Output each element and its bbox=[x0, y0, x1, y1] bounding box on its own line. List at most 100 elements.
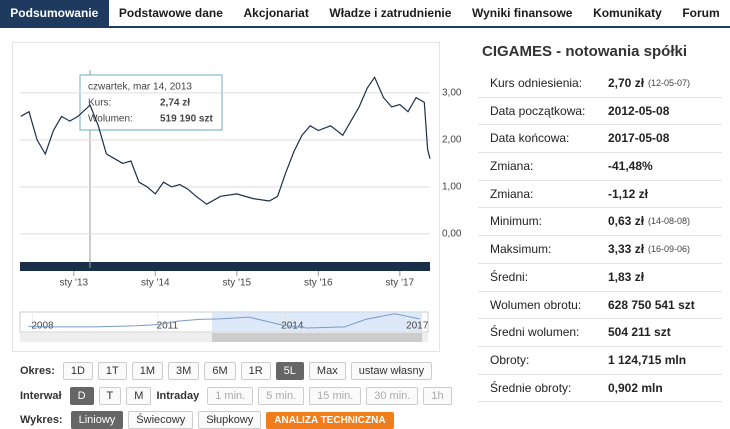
stat-value: 2,70 zł bbox=[608, 76, 645, 90]
interval-button[interactable]: D bbox=[69, 387, 94, 405]
chart-panel bbox=[12, 42, 440, 352]
intraday-button[interactable]: 1h bbox=[423, 387, 452, 405]
stat-note: (16-09-06) bbox=[648, 244, 691, 255]
stat-value: 0,902 mln bbox=[608, 380, 663, 395]
nav-tab[interactable]: Komunikaty bbox=[593, 6, 662, 20]
x-tick-label: sty '15 bbox=[223, 278, 252, 289]
nav-tab[interactable]: Akcjonariat bbox=[243, 6, 309, 20]
tooltip-value: 2,74 zł bbox=[160, 98, 190, 109]
control-label: Okres: bbox=[20, 365, 55, 377]
control-label: Intraday bbox=[156, 390, 200, 402]
y-tick-label: 2,00 bbox=[442, 134, 462, 145]
tooltip-value: 519 190 szt bbox=[160, 114, 213, 125]
scrollbar-thumb[interactable] bbox=[212, 333, 422, 342]
nav-tab[interactable]: Władze i zatrudnienie bbox=[329, 6, 452, 20]
interval-button[interactable]: T bbox=[98, 387, 122, 405]
stat-value: 3,33 zł bbox=[608, 242, 645, 257]
nav-tab[interactable]: Wyniki finansowe bbox=[472, 6, 573, 20]
stat-value: 0,63 zł bbox=[608, 214, 645, 229]
period-button[interactable]: ustaw własny bbox=[350, 362, 433, 380]
period-button[interactable]: 6M bbox=[204, 362, 236, 380]
stat-value: 2017-05-08 bbox=[608, 131, 670, 146]
stat-row: Średni: 1,83 zł bbox=[478, 264, 722, 292]
x-tick-label: sty '16 bbox=[304, 278, 333, 289]
stat-row: Obroty: 1 124,715 mln bbox=[478, 347, 722, 375]
stat-value: 628 750 541 szt bbox=[608, 297, 695, 312]
stat-label: Średni: bbox=[490, 269, 529, 284]
chart-type-button[interactable]: Słupkowy bbox=[198, 411, 262, 429]
period-button[interactable]: 1T bbox=[97, 362, 127, 380]
navigator-selection bbox=[212, 312, 422, 332]
y-tick-label: 0,00 bbox=[442, 228, 462, 239]
stats-title: CIGAMES - notowania spółki bbox=[482, 43, 688, 60]
tooltip-label: Kurs: bbox=[88, 98, 111, 109]
intraday-button[interactable]: 1 min. bbox=[207, 387, 254, 405]
control-label: Interwał bbox=[20, 390, 62, 402]
stat-row: Data początkowa: 2012-05-08 bbox=[478, 98, 722, 126]
stat-note: (14-08-08) bbox=[648, 216, 691, 227]
stat-note: (12-05-07) bbox=[648, 78, 691, 88]
volume-band bbox=[20, 262, 430, 271]
stat-label: Kurs odniesienia: bbox=[490, 76, 583, 90]
intraday-button[interactable]: 5 min. bbox=[258, 387, 305, 405]
tooltip-date: czwartek, mar 14, 2013 bbox=[88, 82, 192, 93]
navigator-tick-label: 2008 bbox=[31, 321, 54, 332]
navigator-tick-label: 2011 bbox=[157, 321, 179, 332]
x-tick-label: sty '14 bbox=[141, 278, 170, 289]
stat-value: 2012-05-08 bbox=[608, 103, 670, 118]
period-button[interactable]: 1M bbox=[131, 362, 164, 380]
control-label: Wykres: bbox=[20, 414, 63, 426]
stat-row: Minimum: 0,63 zł (14-08-08) bbox=[478, 208, 722, 237]
nav-tab[interactable]: Forum bbox=[682, 6, 720, 20]
stat-label: Średnie obroty: bbox=[490, 380, 572, 395]
stat-value: 1 124,715 mln bbox=[608, 352, 687, 367]
chart-type-controls: Wykres: Liniowy Świecowy Słupkowy ANALIZA TE… bbox=[20, 411, 394, 429]
stat-label: Zmiana: bbox=[490, 159, 534, 174]
stat-label: Obroty: bbox=[490, 352, 530, 367]
stat-value: -41,48% bbox=[608, 159, 653, 174]
stat-label: Data początkowa: bbox=[490, 103, 586, 118]
stat-row: Średnie obroty: 0,902 mln bbox=[478, 375, 722, 403]
stat-value: 504 211 szt bbox=[608, 325, 671, 340]
stat-row: Kurs odniesienia: 2,70 zł (12-05-07) bbox=[478, 70, 722, 98]
stat-label: Średni wolumen: bbox=[490, 325, 580, 340]
y-tick-label: 3,00 bbox=[442, 87, 462, 98]
period-button[interactable]: 5L bbox=[275, 362, 304, 380]
stat-label: Wolumen obrotu: bbox=[490, 297, 582, 312]
stat-row: Data końcowa: 2017-05-08 bbox=[478, 125, 722, 154]
navigator-tick-label: 2017 bbox=[406, 321, 429, 332]
period-button[interactable]: 3M bbox=[168, 362, 200, 380]
price-chart: czwartek, mar 14, 2013 Kurs: 2,74 zł Wol… bbox=[19, 70, 462, 342]
interval-controls: Interwał D T M Intraday 1 min. 5 min. 15 min. 30… bbox=[20, 387, 452, 405]
y-tick-label: 1,00 bbox=[442, 181, 462, 192]
period-controls: Okres: 1D 1T 1M 3M 6M 1R 5L Max ustaw własny bbox=[20, 362, 433, 380]
stat-label: Zmiana: bbox=[490, 186, 534, 201]
stat-row: Zmiana: -1,12 zł bbox=[478, 181, 722, 209]
navigator-line bbox=[28, 313, 420, 329]
chart-type-button[interactable]: Liniowy bbox=[70, 411, 124, 429]
period-button[interactable]: 1D bbox=[62, 362, 93, 380]
tooltip bbox=[79, 74, 223, 131]
stat-row: Wolumen obrotu: 628 750 541 szt bbox=[478, 292, 722, 320]
stat-value: -1,12 zł bbox=[608, 186, 649, 201]
tab-bar: Podsumowanie Podstawowe dane Akcjonariat Wł… bbox=[0, 0, 730, 28]
intraday-button[interactable]: 30 min. bbox=[366, 387, 419, 405]
stat-value: 1,83 zł bbox=[608, 269, 645, 284]
stat-label: Data końcowa: bbox=[490, 131, 570, 146]
tooltip-label: Wolumen: bbox=[88, 114, 133, 125]
intraday-button[interactable]: 15 min. bbox=[309, 387, 362, 405]
interval-button[interactable]: M bbox=[126, 387, 152, 405]
period-button[interactable]: 1R bbox=[240, 362, 271, 380]
x-tick-label: sty '13 bbox=[60, 278, 89, 289]
nav-tab[interactable]: Podstawowe dane bbox=[118, 6, 223, 20]
stat-label: Maksimum: bbox=[490, 242, 552, 257]
stat-label: Minimum: bbox=[490, 214, 543, 229]
x-tick-label: sty '17 bbox=[386, 278, 415, 289]
stat-row: Maksimum: 3,33 zł (16-09-06) bbox=[478, 236, 722, 264]
chart-type-button[interactable]: Świecowy bbox=[128, 411, 194, 429]
period-button[interactable]: Max bbox=[308, 362, 346, 380]
stats-panel: CIGAMES - notowania spółki Kurs odniesien… bbox=[478, 40, 722, 403]
nav-tab[interactable]: Podsumowanie bbox=[0, 0, 109, 26]
stat-row: Średni wolumen: 504 211 szt bbox=[478, 319, 722, 347]
